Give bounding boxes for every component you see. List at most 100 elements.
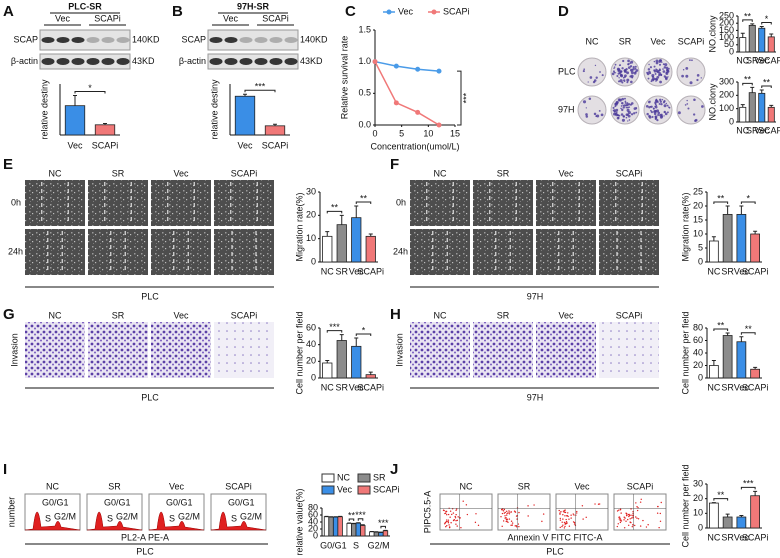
colony (634, 67, 637, 70)
event (618, 518, 620, 520)
colony (630, 60, 634, 64)
blot-band (209, 37, 223, 43)
panel-letter: I (3, 461, 7, 478)
x-tick-label: Vec (734, 266, 750, 276)
event (448, 526, 451, 529)
event (452, 512, 455, 514)
event (561, 521, 563, 523)
blot-band (116, 37, 130, 43)
x-tick-label: NC (321, 382, 334, 392)
colony (694, 119, 697, 123)
micrograph (151, 229, 211, 275)
significance-bracket (713, 201, 729, 204)
event (465, 504, 468, 506)
error-bar (339, 334, 344, 341)
blot-band (41, 37, 55, 43)
y-tick-label: 10 (693, 508, 703, 518)
y-axis-label: Migration rate(%) (294, 192, 304, 261)
column-label: Vec (574, 481, 590, 491)
error-bar (739, 336, 744, 342)
histogram (86, 511, 143, 531)
x-axis-label: Concentration(umol/L) (370, 141, 459, 151)
event (515, 515, 518, 517)
colony (613, 112, 616, 116)
colony (619, 79, 623, 83)
x-tick-label: 0 (372, 128, 377, 138)
micrograph (473, 322, 533, 378)
event (504, 517, 506, 519)
colony (620, 105, 623, 107)
x-tick-label: NC (736, 125, 749, 135)
event (559, 512, 561, 514)
colony (668, 106, 670, 108)
event (451, 513, 453, 516)
event (510, 520, 513, 522)
event (508, 518, 511, 520)
y-tick-label: 25 (693, 186, 703, 196)
colony (582, 70, 585, 73)
colony (624, 100, 627, 103)
colony (662, 68, 664, 70)
event (623, 516, 625, 518)
histogram-frame (148, 493, 205, 531)
lane-label: SCAPi (262, 13, 289, 23)
y-axis-label: number (6, 497, 16, 528)
column-label: Vec (173, 310, 189, 320)
column-label: Vec (558, 310, 574, 320)
event (562, 518, 564, 520)
bar (336, 224, 347, 263)
significance-bracket (761, 85, 772, 88)
micrograph (25, 180, 85, 226)
micrograph (599, 180, 659, 226)
error-bar (273, 123, 277, 126)
colony (662, 70, 666, 73)
event (658, 526, 660, 529)
flow-frame (497, 493, 551, 531)
event (659, 520, 662, 522)
point (415, 109, 421, 115)
colony (622, 106, 625, 109)
x-tick-label: Vec (734, 382, 750, 392)
colony (645, 104, 649, 108)
y-tick-label: 250 (719, 10, 734, 20)
y-tick-label: 100 (719, 103, 734, 113)
x-tick-label: SCAPi (742, 266, 769, 276)
error-bar (354, 205, 359, 218)
event (635, 516, 637, 518)
y-tick-label: 200 (719, 18, 734, 28)
micrograph (151, 180, 211, 226)
column-label: SR (108, 481, 121, 491)
point (393, 100, 399, 106)
bar (739, 106, 747, 123)
event (501, 512, 504, 515)
colony (630, 74, 634, 78)
event (582, 518, 584, 520)
blot-title: 97H-SR (237, 1, 270, 11)
error-bar (243, 93, 247, 97)
event (445, 525, 447, 528)
event (444, 512, 446, 515)
significance: * (765, 14, 769, 24)
colony (613, 67, 615, 70)
bar (750, 233, 760, 263)
event (449, 516, 451, 518)
column-label: NC (46, 481, 59, 491)
phase-label: G0/G1 (42, 497, 69, 507)
bar (234, 95, 256, 136)
event (564, 525, 566, 528)
error-bar (711, 236, 716, 241)
micrograph (88, 229, 148, 275)
colony (601, 74, 604, 77)
event (625, 512, 627, 514)
colony (630, 113, 634, 116)
blot-band (254, 37, 268, 43)
event (565, 521, 568, 523)
y-axis-label: Migration rate(%) (680, 192, 690, 261)
event (639, 525, 642, 527)
column-label: SR (619, 36, 632, 46)
colony (630, 102, 634, 105)
event (562, 514, 564, 516)
y-axis-label: relative destiny (39, 79, 49, 140)
bar (748, 92, 756, 123)
